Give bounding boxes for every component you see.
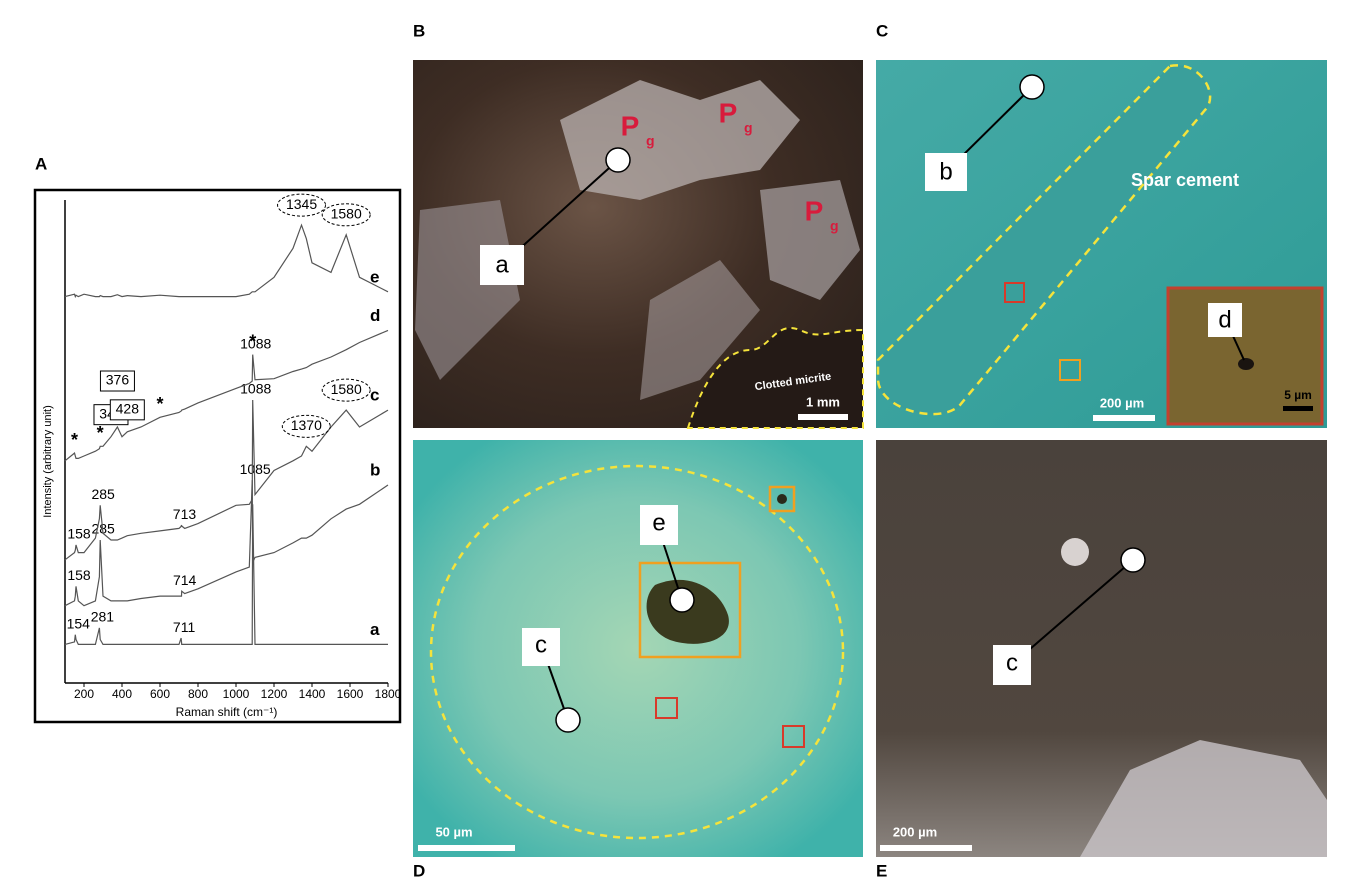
peak-label: 714 — [173, 572, 197, 588]
scale-bar — [1283, 406, 1313, 411]
particle — [1238, 358, 1254, 370]
callout-point — [556, 708, 580, 732]
panel-frame — [35, 190, 400, 722]
asterisk: * — [71, 430, 78, 450]
scale-bar — [1093, 415, 1155, 421]
phase-label: P — [621, 110, 640, 141]
x-tick-label: 600 — [150, 687, 170, 701]
series-label: e — [370, 267, 379, 286]
inset — [1168, 288, 1322, 424]
callout-label: c — [1006, 649, 1018, 676]
micrograph-e: c 200 µm — [876, 440, 1327, 857]
peak-label: 154 — [67, 615, 91, 631]
callout-label: a — [495, 251, 509, 278]
particle — [777, 494, 787, 504]
callout-point — [606, 148, 630, 172]
callout-label: b — [939, 158, 952, 185]
peak-label: 713 — [173, 506, 197, 522]
series-label: b — [370, 460, 380, 479]
scale-bar — [418, 845, 515, 851]
scale-bar — [880, 845, 972, 851]
figure: A B C D E 200 400 600 800 1000 1200 1400 1600 18… — [0, 0, 1357, 881]
callout-label: d — [1218, 306, 1231, 333]
peak-label: 158 — [67, 567, 91, 583]
asterisk: * — [156, 394, 163, 414]
panel-letter: B — [413, 21, 425, 40]
micrograph-b: P g P g P g a Clotted micrite 1 mm — [413, 60, 863, 428]
x-tick-label: 200 — [74, 687, 94, 701]
asterisk: * — [249, 331, 256, 351]
x-tick-label: 800 — [188, 687, 208, 701]
scale-label: 200 µm — [893, 824, 937, 839]
callout-label: e — [652, 509, 665, 536]
x-axis-label: Raman shift (cm⁻¹) — [176, 705, 278, 719]
panel-letter: A — [35, 154, 47, 173]
grain — [1061, 538, 1089, 566]
image — [413, 440, 863, 857]
x-tick-label: 1800 — [375, 687, 402, 701]
callout-label: c — [535, 631, 547, 658]
panel-letter: C — [876, 21, 888, 40]
peak-label: 1580 — [331, 205, 362, 221]
peak-label: 711 — [173, 619, 196, 635]
series-label: a — [370, 620, 380, 639]
callout-point — [1121, 548, 1145, 572]
micrograph-d: e c 50 µm — [413, 440, 863, 857]
peak-label: 1085 — [240, 461, 271, 477]
x-tick-label: 400 — [112, 687, 132, 701]
scale-label: 200 µm — [1100, 395, 1144, 410]
series-label: c — [370, 386, 379, 405]
callout-point — [670, 588, 694, 612]
phase-sub: g — [646, 133, 655, 149]
x-tick-label: 1000 — [223, 687, 250, 701]
peak-label: 428 — [116, 401, 140, 417]
scale-label: 5 µm — [1284, 388, 1312, 402]
region-label: Spar cement — [1131, 170, 1239, 190]
x-tick-label: 1400 — [299, 687, 326, 701]
scale-label: 50 µm — [435, 824, 472, 839]
peak-label: 285 — [91, 521, 115, 537]
x-tick-label: 1600 — [337, 687, 364, 701]
phase-label: P — [719, 97, 738, 128]
panel-letter: E — [876, 861, 887, 880]
peak-label: 376 — [106, 372, 130, 388]
micrograph-c: b Spar cement 200 µm d 5 µm — [876, 60, 1327, 428]
series-label: d — [370, 306, 380, 325]
asterisk: * — [97, 423, 104, 443]
peak-label: 285 — [91, 486, 115, 502]
phase-label: P — [805, 195, 824, 226]
panel-letter: D — [413, 861, 425, 880]
phase-sub: g — [830, 218, 839, 234]
callout-point — [1020, 75, 1044, 99]
peak-label: 158 — [67, 526, 91, 542]
peak-label: 1345 — [286, 196, 317, 212]
x-tick-label: 1200 — [261, 687, 288, 701]
peak-label: 1088 — [240, 381, 271, 397]
peak-label: 1580 — [331, 381, 362, 397]
phase-sub: g — [744, 120, 753, 136]
y-axis-label: Intensity (arbitrary unit) — [42, 405, 54, 517]
scale-label: 1 mm — [806, 394, 840, 409]
peak-label: 1370 — [291, 417, 322, 433]
scale-bar — [798, 414, 848, 420]
peak-label: 281 — [91, 609, 115, 625]
